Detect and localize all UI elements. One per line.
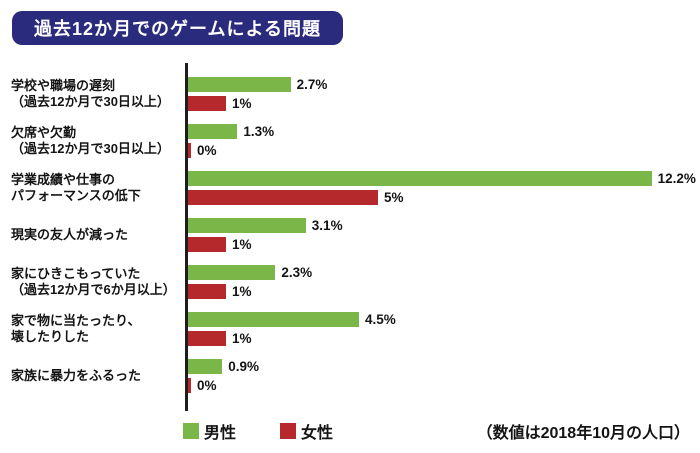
female-value-label: 1% bbox=[232, 236, 252, 252]
male-bar bbox=[188, 217, 306, 233]
female-bar bbox=[188, 330, 226, 346]
chart-row: 学業成績や仕事の パフォーマンスの低下 12.2% 5% bbox=[0, 164, 700, 211]
chart-row: 家族に暴力をふるった 0.9% 0% bbox=[0, 352, 700, 399]
female-bar bbox=[188, 377, 191, 393]
bar-line: 0.9% bbox=[188, 358, 700, 374]
female-value-label: 0% bbox=[197, 377, 217, 393]
female-legend-label: 女性 bbox=[301, 425, 334, 442]
category-label: 家にひきこもっていた （過去12か月で6か月以上） bbox=[0, 266, 188, 298]
chart-row: 学校や職場の遅刻 （過去12か月で30日以上） 2.7% 1% bbox=[0, 70, 700, 117]
female-value-label: 5% bbox=[384, 189, 404, 205]
category-label-line: パフォーマンスの低下 bbox=[11, 187, 141, 203]
category-label-line: （過去12か月で30日以上） bbox=[11, 140, 170, 156]
category-label-line: （過去12か月で6か月以上） bbox=[11, 281, 176, 297]
female-value-label: 1% bbox=[232, 283, 252, 299]
category-label: 学校や職場の遅刻 （過去12か月で30日以上） bbox=[0, 78, 188, 110]
male-legend-label: 男性 bbox=[204, 425, 237, 442]
chart-title-badge: 過去12か月でのゲームによる問題 bbox=[12, 11, 343, 45]
male-value-label: 3.1% bbox=[311, 217, 343, 233]
male-value-label: 0.9% bbox=[228, 358, 259, 374]
female-bar bbox=[188, 142, 191, 158]
bar-line: 1% bbox=[188, 236, 700, 252]
male-bar bbox=[188, 123, 238, 139]
category-label-line: 家にひきこもっていた bbox=[11, 265, 141, 281]
male-bar bbox=[188, 170, 652, 186]
male-value-label: 1.3% bbox=[243, 123, 275, 139]
category-label-line: 壊したりした bbox=[11, 328, 90, 344]
chart-row: 現実の友人が減った 3.1% 1% bbox=[0, 211, 700, 258]
chart-row: 家にひきこもっていた （過去12か月で6か月以上） 2.3% 1% bbox=[0, 258, 700, 305]
category-label-line: 家で物に当たったり、 bbox=[11, 312, 141, 328]
female-bar bbox=[188, 283, 226, 299]
bar-group: 1.3% 0% bbox=[188, 123, 700, 158]
bar-chart: 学校や職場の遅刻 （過去12か月で30日以上） 2.7% 1% 欠席や欠勤 （過去12か月… bbox=[0, 70, 700, 399]
bar-line: 3.1% bbox=[188, 217, 700, 233]
bar-line: 4.5% bbox=[188, 311, 700, 327]
category-label: 現実の友人が減った bbox=[0, 227, 188, 243]
category-label-line: （過去12か月で30日以上） bbox=[11, 93, 170, 109]
chart-legend: 男性 女性 bbox=[183, 419, 333, 443]
bar-line: 1.3% bbox=[188, 123, 700, 139]
bar-group: 0.9% 0% bbox=[188, 358, 700, 393]
male-value-label: 4.5% bbox=[365, 311, 396, 327]
male-bar bbox=[188, 76, 291, 92]
male-legend-swatch bbox=[183, 423, 199, 439]
category-label-line: 現実の友人が減った bbox=[11, 226, 129, 242]
bar-line: 12.2% bbox=[188, 170, 700, 186]
male-value-label: 2.7% bbox=[296, 76, 328, 92]
female-bar bbox=[188, 95, 226, 111]
female-value-label: 1% bbox=[232, 95, 252, 111]
bar-line: 2.3% bbox=[188, 264, 700, 280]
y-axis-line bbox=[185, 63, 188, 411]
bar-group: 4.5% 1% bbox=[188, 311, 700, 346]
source-note: （数値は2018年10月の人口） bbox=[476, 425, 690, 442]
female-bar bbox=[188, 236, 226, 252]
male-value-label: 12.2% bbox=[657, 170, 696, 186]
chart-title: 過去12か月でのゲームによる問題 bbox=[34, 19, 321, 39]
bar-line: 1% bbox=[188, 330, 700, 346]
category-label-line: 家族に暴力をふるった bbox=[11, 367, 142, 383]
bar-line: 1% bbox=[188, 283, 700, 299]
male-bar bbox=[188, 264, 276, 280]
bar-line: 0% bbox=[188, 142, 700, 158]
male-bar bbox=[188, 358, 223, 374]
legend-item-male: 男性 bbox=[183, 419, 236, 443]
female-value-label: 1% bbox=[232, 330, 252, 346]
bar-line: 5% bbox=[188, 189, 700, 205]
legend-item-female: 女性 bbox=[280, 419, 333, 443]
bar-group: 12.2% 5% bbox=[188, 170, 700, 205]
category-label: 家で物に当たったり、 壊したりした bbox=[0, 313, 188, 345]
bar-group: 2.7% 1% bbox=[188, 76, 700, 111]
category-label: 欠席や欠勤 （過去12か月で30日以上） bbox=[0, 125, 188, 157]
female-legend-swatch bbox=[280, 423, 297, 439]
category-label-line: 学業成績や仕事の bbox=[11, 171, 116, 187]
male-bar bbox=[188, 311, 359, 327]
male-value-label: 2.3% bbox=[281, 264, 313, 280]
category-label: 学業成績や仕事の パフォーマンスの低下 bbox=[0, 172, 188, 204]
female-bar bbox=[188, 189, 378, 205]
bar-line: 1% bbox=[188, 95, 700, 111]
bar-group: 2.3% 1% bbox=[188, 264, 700, 299]
category-label-line: 欠席や欠勤 bbox=[11, 124, 77, 140]
bar-line: 2.7% bbox=[188, 76, 700, 92]
category-label: 家族に暴力をふるった bbox=[0, 368, 188, 384]
bar-line: 0% bbox=[188, 377, 700, 393]
category-label-line: 学校や職場の遅刻 bbox=[11, 77, 116, 93]
chart-row: 家で物に当たったり、 壊したりした 4.5% 1% bbox=[0, 305, 700, 352]
chart-row: 欠席や欠勤 （過去12か月で30日以上） 1.3% 0% bbox=[0, 117, 700, 164]
bar-group: 3.1% 1% bbox=[188, 217, 700, 252]
female-value-label: 0% bbox=[197, 142, 217, 158]
